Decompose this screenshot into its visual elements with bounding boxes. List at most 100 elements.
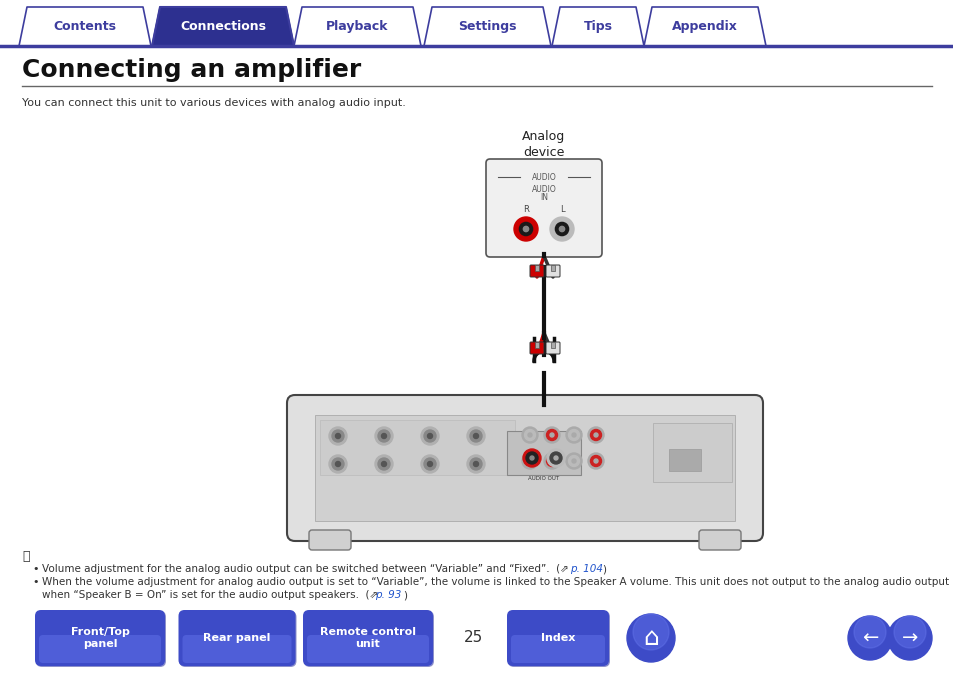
- Text: L: L: [559, 205, 564, 215]
- Text: 25: 25: [464, 631, 483, 645]
- Circle shape: [420, 427, 438, 445]
- Text: IN: IN: [539, 192, 547, 201]
- FancyBboxPatch shape: [36, 611, 166, 667]
- Polygon shape: [152, 7, 294, 46]
- FancyBboxPatch shape: [652, 423, 731, 482]
- Circle shape: [521, 453, 537, 469]
- Circle shape: [525, 452, 537, 464]
- Circle shape: [381, 462, 386, 466]
- Circle shape: [853, 616, 885, 648]
- FancyBboxPatch shape: [287, 395, 762, 541]
- Circle shape: [530, 456, 534, 460]
- Text: Settings: Settings: [457, 20, 517, 33]
- FancyBboxPatch shape: [535, 265, 538, 271]
- FancyBboxPatch shape: [309, 530, 351, 550]
- Circle shape: [550, 217, 574, 241]
- Circle shape: [594, 433, 598, 437]
- Circle shape: [572, 459, 576, 463]
- Text: 🖊: 🖊: [22, 550, 30, 563]
- Text: Contents: Contents: [53, 20, 116, 33]
- FancyBboxPatch shape: [35, 610, 165, 666]
- Circle shape: [522, 449, 540, 467]
- FancyBboxPatch shape: [551, 342, 555, 348]
- Text: ⌂: ⌂: [642, 626, 659, 650]
- FancyBboxPatch shape: [39, 635, 161, 663]
- Circle shape: [546, 429, 557, 441]
- Circle shape: [473, 462, 478, 466]
- Text: Rear panel: Rear panel: [203, 633, 271, 643]
- Circle shape: [626, 614, 675, 662]
- Circle shape: [558, 226, 564, 232]
- Text: Volume adjustment for the analog audio output can be switched between “Variable”: Volume adjustment for the analog audio o…: [42, 564, 572, 574]
- Text: →: →: [901, 629, 917, 647]
- FancyBboxPatch shape: [314, 415, 734, 521]
- Text: •: •: [32, 564, 38, 574]
- FancyBboxPatch shape: [530, 342, 543, 354]
- FancyBboxPatch shape: [303, 610, 433, 666]
- Circle shape: [572, 433, 576, 437]
- Circle shape: [590, 456, 601, 466]
- Circle shape: [543, 427, 559, 443]
- Text: AUDIO: AUDIO: [531, 184, 556, 194]
- Circle shape: [527, 433, 532, 437]
- FancyBboxPatch shape: [551, 265, 555, 271]
- Circle shape: [524, 429, 535, 441]
- Text: ): ): [402, 590, 407, 600]
- Text: Connections: Connections: [180, 20, 266, 33]
- Circle shape: [590, 429, 601, 441]
- Circle shape: [633, 614, 668, 650]
- FancyBboxPatch shape: [699, 530, 740, 550]
- Circle shape: [375, 427, 393, 445]
- FancyBboxPatch shape: [485, 159, 601, 257]
- Circle shape: [555, 222, 568, 236]
- Circle shape: [568, 429, 578, 441]
- FancyBboxPatch shape: [506, 431, 580, 475]
- Circle shape: [423, 458, 436, 470]
- Text: ): ): [601, 564, 605, 574]
- Circle shape: [587, 427, 603, 443]
- Circle shape: [420, 455, 438, 473]
- Polygon shape: [19, 7, 151, 46]
- Text: p. 93: p. 93: [375, 590, 401, 600]
- FancyBboxPatch shape: [511, 635, 604, 663]
- FancyBboxPatch shape: [530, 265, 543, 277]
- Text: p. 104: p. 104: [569, 564, 602, 574]
- Circle shape: [332, 430, 344, 442]
- Text: Analog
device: Analog device: [522, 130, 565, 159]
- FancyBboxPatch shape: [535, 342, 538, 348]
- Text: R: R: [522, 205, 528, 215]
- Circle shape: [887, 616, 931, 660]
- Polygon shape: [294, 7, 420, 46]
- Circle shape: [377, 430, 390, 442]
- FancyBboxPatch shape: [545, 265, 559, 277]
- Circle shape: [514, 217, 537, 241]
- Circle shape: [467, 427, 484, 445]
- Polygon shape: [552, 7, 643, 46]
- Circle shape: [524, 456, 535, 466]
- Circle shape: [467, 455, 484, 473]
- Circle shape: [470, 430, 481, 442]
- Circle shape: [550, 459, 554, 463]
- Text: When the volume adjustment for analog audio output is set to “Variable”, the vol: When the volume adjustment for analog au…: [42, 577, 948, 587]
- Text: when “Speaker B = On” is set for the audio output speakers.  (⇗: when “Speaker B = On” is set for the aud…: [42, 590, 381, 600]
- Text: Appendix: Appendix: [671, 20, 738, 33]
- Circle shape: [565, 427, 581, 443]
- Circle shape: [565, 453, 581, 469]
- Circle shape: [543, 453, 559, 469]
- FancyBboxPatch shape: [307, 635, 429, 663]
- Circle shape: [568, 456, 578, 466]
- FancyBboxPatch shape: [304, 611, 434, 667]
- Circle shape: [377, 458, 390, 470]
- Circle shape: [518, 222, 532, 236]
- Text: •: •: [32, 577, 38, 587]
- FancyBboxPatch shape: [507, 611, 609, 667]
- Circle shape: [594, 459, 598, 463]
- FancyBboxPatch shape: [182, 635, 292, 663]
- Circle shape: [335, 433, 340, 439]
- Circle shape: [427, 462, 432, 466]
- Text: Tips: Tips: [583, 20, 612, 33]
- Text: AUDIO: AUDIO: [531, 172, 556, 182]
- Polygon shape: [643, 7, 765, 46]
- FancyBboxPatch shape: [668, 449, 700, 471]
- Circle shape: [329, 427, 347, 445]
